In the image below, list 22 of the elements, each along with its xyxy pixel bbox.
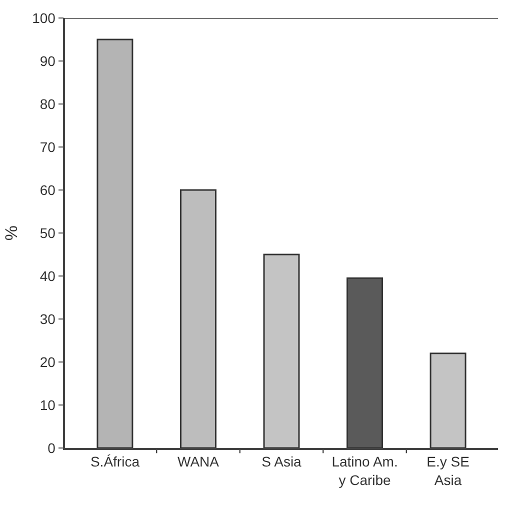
y-tick-label: 10 [40, 396, 56, 413]
x-tick-label: E.y SE Asia [426, 454, 470, 488]
bar [430, 352, 466, 448]
x-tick-label: Latino Am. y Caribe [332, 454, 398, 488]
bar [180, 189, 216, 448]
x-tick-label: WANA [177, 454, 220, 470]
x-tick-label: S Asia [262, 454, 302, 470]
x-tick-label: S.África [90, 454, 140, 470]
y-tick-label: 20 [40, 354, 56, 370]
y-tick-label: 60 [40, 182, 56, 198]
bar [96, 38, 134, 448]
y-tick-label: 30 [40, 310, 56, 327]
y-tick-label: 100 [32, 10, 56, 26]
y-tick-label: 50 [40, 224, 56, 241]
y-tick-label: 0 [48, 440, 56, 456]
y-axis-title: % [2, 225, 22, 241]
bar [263, 254, 300, 448]
bar [346, 277, 384, 448]
y-tick-label: 80 [40, 96, 56, 112]
y-tick-label: 70 [40, 138, 56, 155]
y-tick-label: 90 [40, 52, 56, 69]
y-tick-label: 40 [40, 268, 56, 284]
